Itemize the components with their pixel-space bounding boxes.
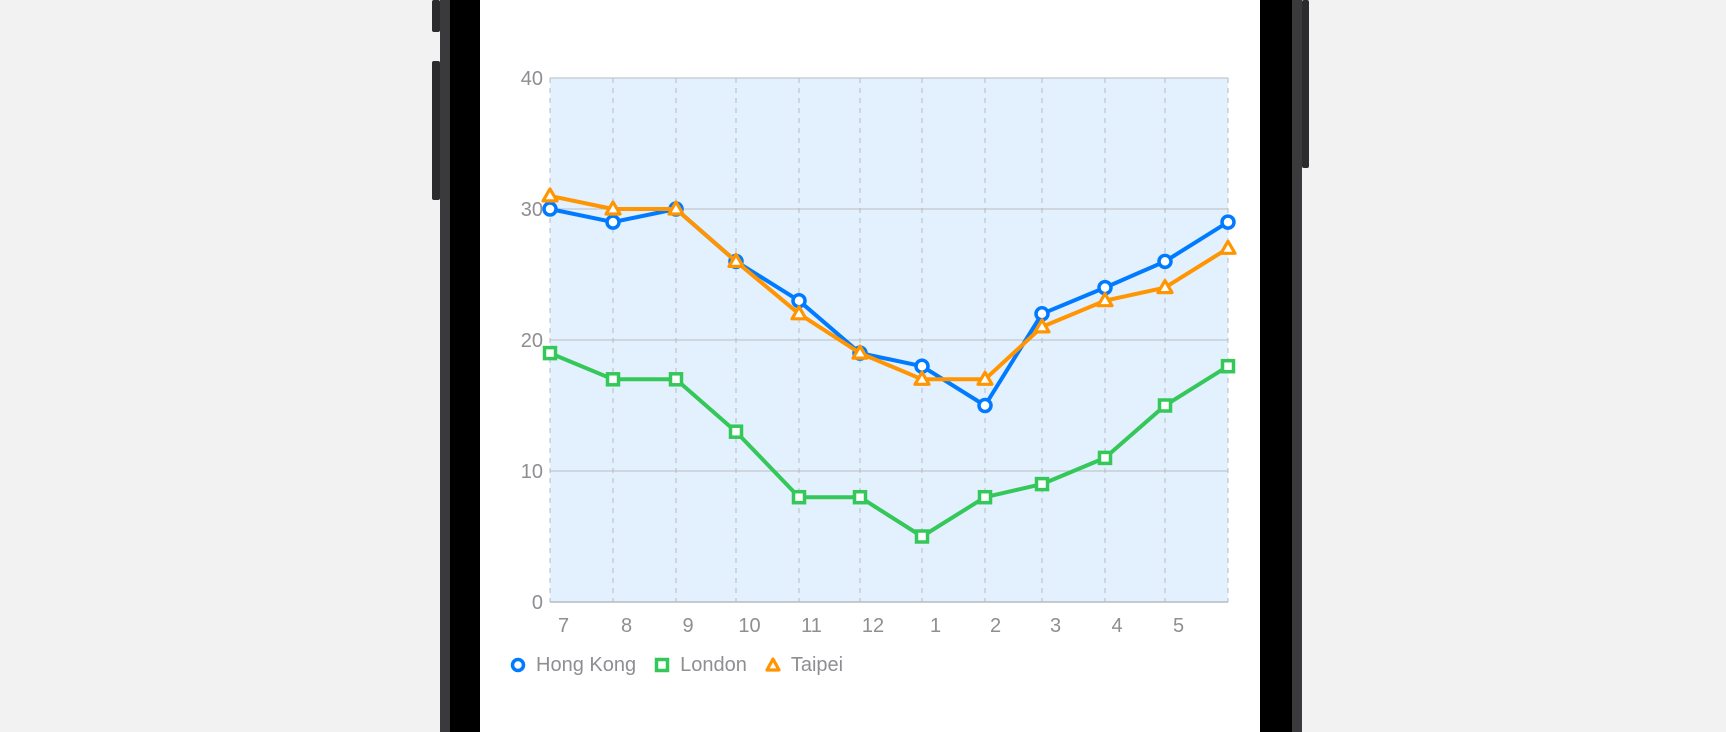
y-tick-label: 40 <box>521 68 543 90</box>
device-bezel-left <box>450 0 480 732</box>
triangle-marker-icon <box>765 657 781 672</box>
data-point <box>1156 279 1174 295</box>
data-point <box>852 489 868 505</box>
y-tick-label: 0 <box>532 592 543 614</box>
y-tick-label: 20 <box>521 330 543 352</box>
legend-label: Taipei <box>790 653 844 676</box>
square-marker-icon <box>654 657 670 673</box>
x-tick-label: 12 <box>862 615 884 637</box>
circle-marker-icon <box>510 657 526 673</box>
data-point <box>542 201 558 217</box>
device-bezel-right <box>1260 0 1292 732</box>
data-point <box>1097 279 1113 296</box>
data-point <box>605 372 621 387</box>
chart-legend: Hong Kong London Taipei <box>508 652 859 678</box>
legend-item-london: London <box>652 654 747 677</box>
legend-item-taipei: Taipei <box>763 654 843 677</box>
data-point <box>790 305 808 321</box>
device-side-button-left-top <box>432 0 440 32</box>
device-side-button-right <box>1302 0 1309 168</box>
legend-label: London <box>680 653 747 676</box>
data-point <box>977 489 993 505</box>
data-point <box>604 200 622 216</box>
device-side-button-left-bottom <box>432 61 440 200</box>
x-tick-label: 10 <box>738 615 760 637</box>
data-point <box>605 214 621 230</box>
series-taipei <box>541 187 1237 386</box>
data-point <box>1220 358 1236 374</box>
data-point <box>1219 239 1237 255</box>
data-point <box>1034 306 1050 322</box>
data-point <box>976 370 994 386</box>
device-frame-left <box>440 0 450 732</box>
x-tick-label: 9 <box>682 615 693 637</box>
data-point <box>791 292 807 309</box>
data-point <box>791 489 807 505</box>
x-tick-label: 5 <box>1173 615 1184 637</box>
data-point <box>668 372 684 387</box>
data-point <box>1157 253 1173 270</box>
series-london <box>542 345 1236 544</box>
data-point <box>541 187 559 203</box>
data-point <box>728 424 744 439</box>
data-point <box>1096 292 1114 308</box>
data-point <box>1097 450 1113 466</box>
x-tick-label: 4 <box>1111 615 1122 637</box>
x-tick-label: 7 <box>558 615 569 637</box>
device-frame-right <box>1292 0 1302 732</box>
legend-label: Hong Kong <box>536 653 637 676</box>
legend-item-hong-kong: Hong Kong <box>508 654 636 677</box>
data-point <box>914 529 930 544</box>
data-point <box>1033 318 1051 334</box>
data-point <box>667 200 685 216</box>
x-tick-label: 11 <box>801 615 822 637</box>
y-tick-label: 10 <box>521 461 543 483</box>
y-tick-label: 30 <box>521 199 543 221</box>
x-tick-label: 8 <box>621 615 632 637</box>
data-point <box>851 344 869 360</box>
data-point <box>913 370 931 386</box>
data-point <box>977 397 993 414</box>
data-point <box>542 345 558 361</box>
x-tick-label: 3 <box>1050 615 1061 637</box>
data-point <box>1157 398 1173 413</box>
data-point <box>727 252 745 268</box>
data-point <box>1220 214 1236 230</box>
x-tick-label: 1 <box>930 615 941 637</box>
data-point <box>1034 476 1050 492</box>
x-tick-label: 2 <box>990 615 1001 637</box>
data-point <box>914 358 930 374</box>
